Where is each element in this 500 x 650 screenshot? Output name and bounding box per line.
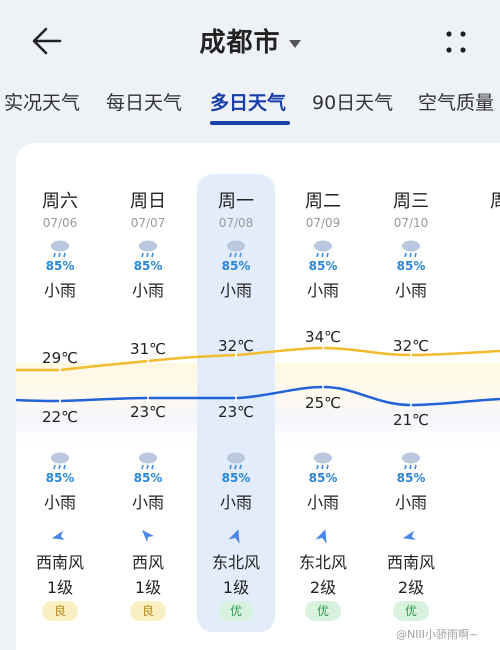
night-condition: 小雨	[306, 493, 339, 512]
night-precip-probability: 85%	[396, 471, 426, 485]
day-condition: 小雨	[306, 281, 339, 300]
weekday-label: 周二	[305, 191, 341, 212]
light-rain-icon	[51, 452, 69, 470]
wind-direction-icon	[142, 530, 154, 542]
night-precip-probability: 85%	[45, 471, 75, 485]
top-bar: 成都市	[0, 0, 500, 82]
day-precip-probability: 85%	[396, 259, 426, 273]
light-rain-icon	[227, 240, 245, 258]
weekday-label: 周六	[42, 191, 78, 212]
active-tab-indicator	[210, 121, 290, 125]
watermark: @NIII小骄雨啊~	[396, 628, 479, 641]
high-temp: 32℃	[393, 337, 429, 355]
wind-direction: 西南风	[35, 553, 84, 572]
day-column[interactable]: 周日 07/07 85% 小雨 31℃ 23℃ 85% 小雨 西风 1级 良	[103, 143, 193, 650]
light-rain-icon	[139, 452, 157, 470]
light-rain-icon	[314, 240, 332, 258]
night-precip-probability: 85%	[308, 471, 338, 485]
tab-90-day[interactable]: 90日天气	[312, 92, 394, 114]
wind-direction: 西风	[131, 553, 164, 572]
high-temp: 32℃	[218, 337, 254, 355]
high-temp: 31℃	[130, 340, 166, 358]
day-condition: 小雨	[219, 281, 252, 300]
light-rain-icon	[402, 452, 420, 470]
high-temp: 29℃	[42, 349, 78, 367]
day-precip-probability: 85%	[221, 259, 251, 273]
light-rain-icon	[51, 240, 69, 258]
date-label: 07/06	[42, 216, 78, 230]
weekday-label: 周日	[130, 191, 166, 212]
day-precip-probability: 85%	[133, 259, 163, 273]
light-rain-icon	[314, 452, 332, 470]
wind-direction: 东北风	[298, 553, 347, 572]
wind-direction: 西南风	[386, 553, 435, 572]
date-label: 07/08	[218, 216, 254, 230]
low-temp: 25℃	[305, 394, 341, 412]
tab-realtime[interactable]: 实况天气	[4, 92, 81, 114]
temperature-curves	[16, 344, 500, 409]
forecast-card[interactable]: 周六 07/06 85% 小雨 29℃ 22℃ 85% 小雨 西南风 1级 良 …	[16, 143, 500, 650]
city-selector[interactable]: 成都市	[0, 22, 500, 59]
night-condition: 小雨	[43, 493, 76, 512]
wind-direction: 东北风	[211, 553, 260, 572]
day-column-selected[interactable]: 周一 07/08 85% 小雨 32℃ 23℃ 85% 小雨 东北风 1级 优	[191, 143, 281, 650]
weekday-label: 周	[490, 191, 500, 212]
weekday-label: 周一	[218, 191, 254, 212]
high-temp: 34℃	[305, 328, 341, 346]
aqi-badge: 良	[42, 601, 78, 621]
wind-level: 1级	[46, 578, 74, 597]
page-title: 成都市	[199, 28, 281, 58]
tab-air-quality[interactable]: 空气质量	[418, 92, 495, 114]
day-column[interactable]: 周六 07/06 85% 小雨 29℃ 22℃ 85% 小雨 西南风 1级 良	[16, 143, 105, 650]
caret-down-icon	[288, 39, 301, 48]
day-condition: 小雨	[394, 281, 427, 300]
back-arrow-icon[interactable]	[30, 24, 64, 58]
aqi-badge: 优	[218, 601, 254, 621]
weekday-label: 周三	[393, 191, 429, 212]
night-precip-probability: 85%	[133, 471, 163, 485]
date-label: 07/07	[130, 216, 166, 230]
day-column[interactable]: 周二 07/09 85% 小雨 34℃ 25℃ 85% 小雨 东北风 2级 优	[278, 143, 368, 650]
low-temp: 21℃	[393, 411, 429, 429]
aqi-badge: 良	[130, 601, 166, 621]
date-label: 07/10	[393, 216, 429, 230]
day-condition: 小雨	[131, 281, 164, 300]
light-rain-icon	[227, 452, 245, 470]
tab-multi-day[interactable]: 多日天气	[210, 92, 287, 114]
wind-level: 2级	[397, 578, 425, 597]
wind-direction-icon	[228, 529, 240, 544]
day-column[interactable]: 周三 07/10 85% 小雨 32℃ 21℃ 85% 小雨 西南风 2级 优	[366, 143, 456, 650]
wind-direction-icon	[52, 530, 65, 540]
night-precip-probability: 85%	[221, 471, 251, 485]
wind-level: 2级	[309, 578, 337, 597]
night-condition: 小雨	[219, 493, 252, 512]
light-rain-icon	[402, 240, 420, 258]
low-temp: 23℃	[130, 403, 166, 421]
aqi-badge: 优	[305, 601, 341, 621]
tab-bar: 实况天气 每日天气 多日天气 90日天气 空气质量	[0, 88, 500, 128]
light-rain-icon	[139, 240, 157, 258]
day-precip-probability: 85%	[45, 259, 75, 273]
aqi-badge: 优	[393, 601, 429, 621]
day-precip-probability: 85%	[308, 259, 338, 273]
night-condition: 小雨	[394, 493, 427, 512]
date-label: 07/09	[305, 216, 341, 230]
day-column[interactable]: 周	[454, 143, 500, 650]
low-temp: 23℃	[218, 403, 254, 421]
wind-direction-icon	[403, 530, 416, 540]
more-dots-icon[interactable]	[440, 28, 472, 56]
day-condition: 小雨	[43, 281, 76, 300]
tab-daily[interactable]: 每日天气	[106, 92, 183, 114]
low-temp: 22℃	[42, 408, 78, 426]
wind-level: 1级	[222, 578, 250, 597]
wind-direction-icon	[315, 529, 327, 544]
wind-level: 1级	[134, 578, 162, 597]
night-condition: 小雨	[131, 493, 164, 512]
